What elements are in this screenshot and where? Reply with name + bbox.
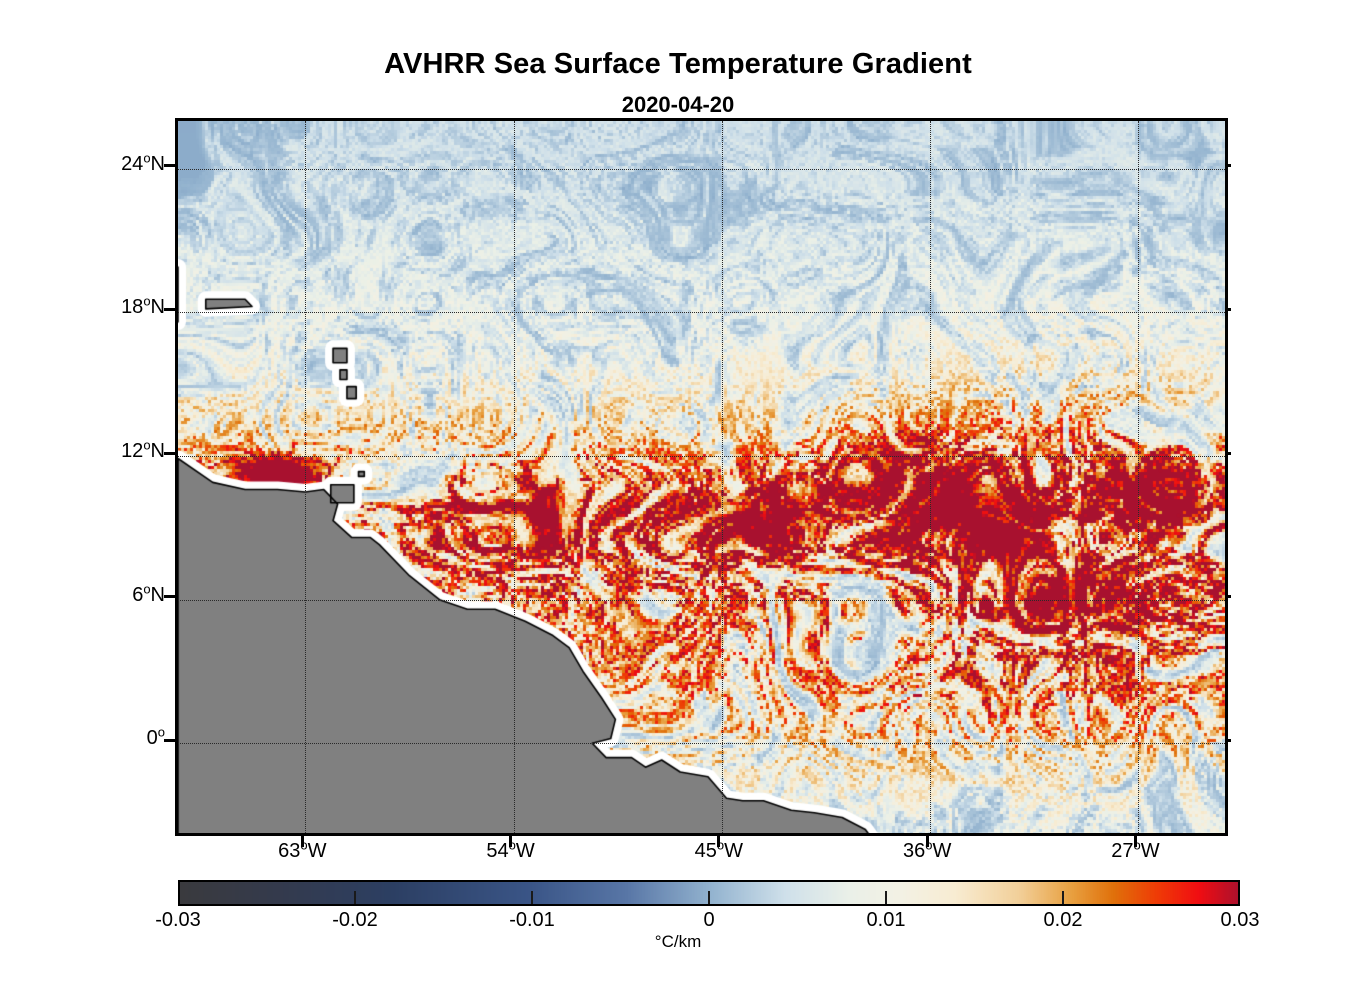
colorbar-tick-label: 0.02 bbox=[1043, 909, 1083, 931]
x-axis-label: 63oW bbox=[278, 837, 327, 862]
colorbar-tick bbox=[354, 891, 356, 904]
x-tick-mark bbox=[1133, 836, 1137, 847]
y-tick-mark bbox=[164, 451, 175, 455]
colorbar-tick-label: -0.03 bbox=[155, 909, 201, 931]
x-tick-mark bbox=[509, 836, 513, 847]
y-axis-label: 12oN bbox=[121, 437, 165, 463]
y-tick-mark bbox=[164, 595, 175, 599]
x-axis-label: 27oW bbox=[1111, 837, 1160, 862]
y-tick-mark-right bbox=[1220, 738, 1231, 742]
colorbar-tick bbox=[1062, 891, 1064, 904]
colorbar-tick-label: 0.03 bbox=[1220, 909, 1260, 931]
y-tick-mark-right bbox=[1220, 164, 1231, 168]
colorbar-tick bbox=[708, 891, 710, 904]
colorbar-unit-label: °C/km bbox=[654, 932, 702, 951]
page-title: AVHRR Sea Surface Temperature Gradient bbox=[384, 48, 972, 80]
x-tick-mark bbox=[717, 836, 721, 847]
x-axis-label: 54oW bbox=[486, 837, 535, 862]
colorbar-tick bbox=[885, 891, 887, 904]
colorbar-tick bbox=[531, 891, 533, 904]
y-tick-mark-right bbox=[1220, 595, 1231, 599]
y-axis-label: 24oN bbox=[121, 150, 165, 175]
map-axes bbox=[175, 118, 1228, 836]
figure-subtitle-date: 2020-04-20 bbox=[621, 92, 735, 117]
x-axis-label: 36oW bbox=[902, 837, 952, 862]
land-mask-layer bbox=[178, 121, 1225, 833]
y-tick-mark-right bbox=[1220, 451, 1231, 455]
colorbar-tick-label: -0.02 bbox=[332, 909, 378, 931]
colorbar-tick-label: -0.01 bbox=[509, 909, 555, 931]
x-tick-mark bbox=[925, 836, 929, 847]
y-axis-label: 0o bbox=[146, 724, 165, 750]
y-axis-label: 18oN bbox=[121, 293, 165, 319]
y-axis-label: 6oN bbox=[132, 581, 165, 606]
y-tick-mark bbox=[164, 307, 175, 311]
x-axis-label: 45oW bbox=[694, 837, 744, 862]
y-tick-mark bbox=[164, 738, 175, 742]
x-tick-mark bbox=[300, 836, 304, 847]
colorbar-gradient bbox=[180, 882, 1238, 904]
colorbar-tick-label: 0.01 bbox=[866, 909, 906, 931]
y-tick-mark bbox=[164, 164, 175, 168]
y-tick-mark-right bbox=[1220, 307, 1231, 311]
colorbar-tick-label: 0 bbox=[703, 909, 715, 931]
